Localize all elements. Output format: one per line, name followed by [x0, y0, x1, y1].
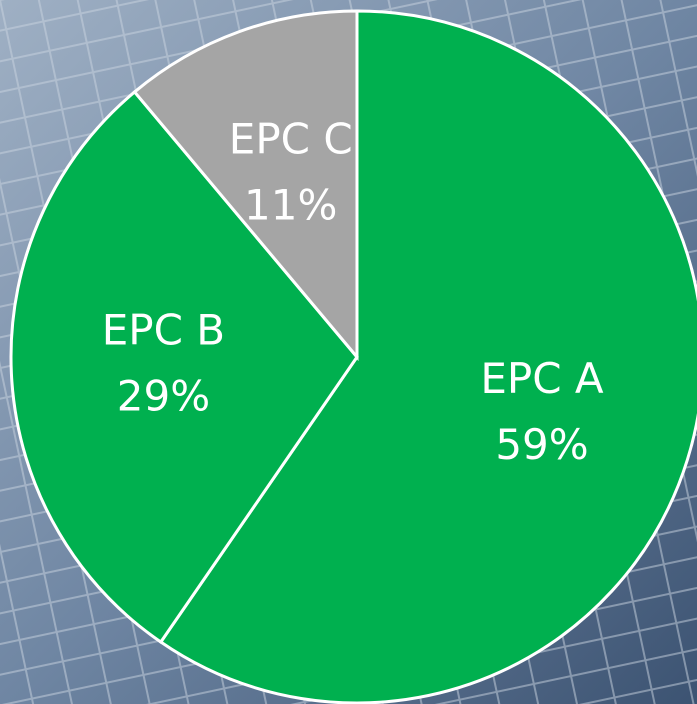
slice-label: EPC C: [229, 114, 353, 163]
slice-value-label: 29%: [117, 372, 210, 421]
pie-slice: [132, 9, 359, 362]
slice-value-label: 59%: [495, 420, 588, 469]
slice-value-label: 11%: [244, 180, 337, 229]
pie: [9, 9, 697, 704]
pie-slice: [9, 89, 359, 645]
slice-label: EPC B: [102, 306, 225, 355]
pie-slice: [158, 9, 697, 704]
labels: EPC A 59% EPC B 29% EPC C 11%: [102, 114, 604, 469]
slice-label: EPC A: [480, 354, 604, 403]
